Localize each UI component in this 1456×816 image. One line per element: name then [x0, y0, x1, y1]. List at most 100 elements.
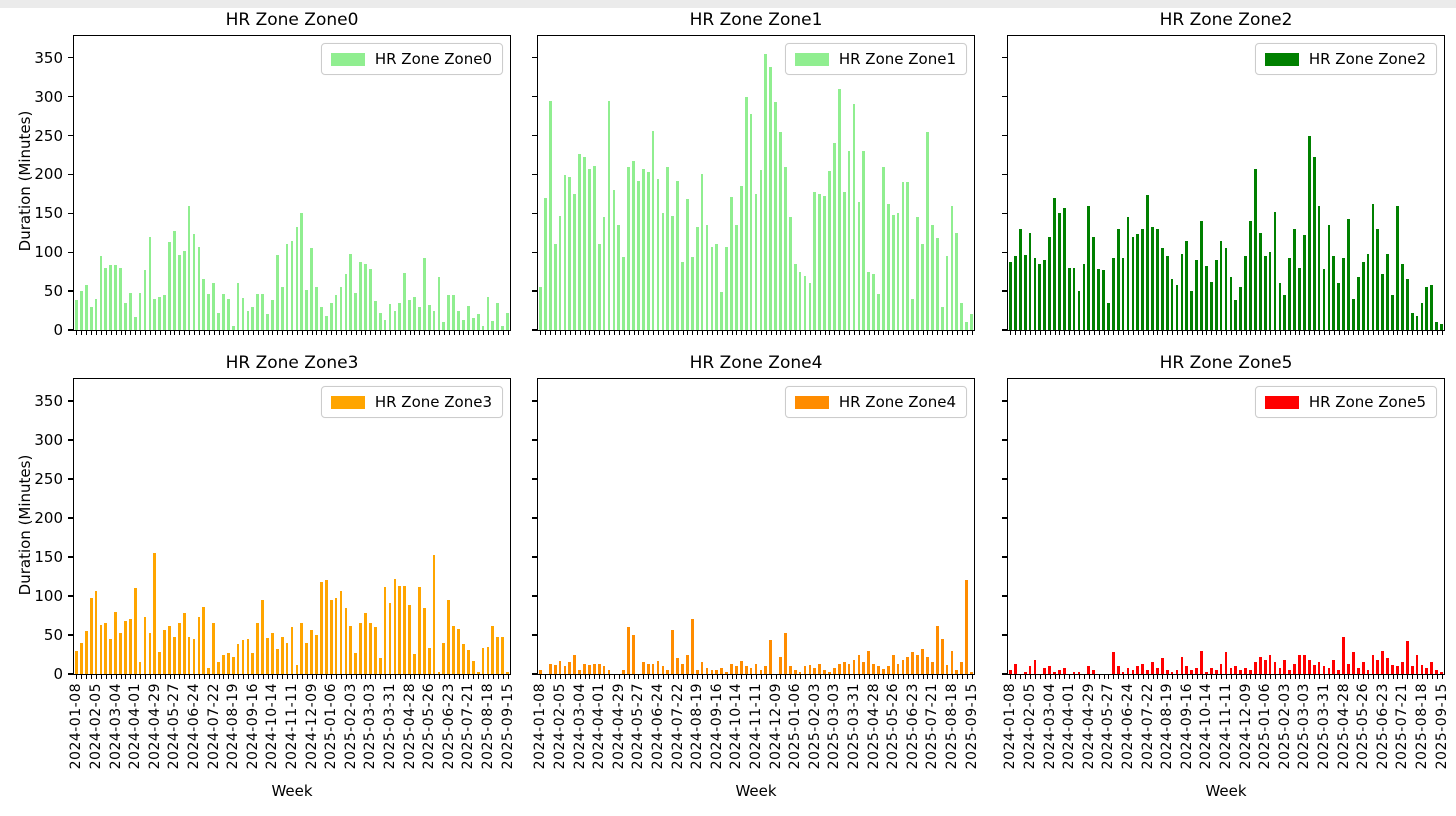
x-tick-mark	[233, 330, 235, 335]
x-tick-mark	[468, 674, 470, 679]
bar	[769, 640, 773, 674]
bar	[1209, 667, 1213, 674]
x-tick-label: 2025-02-03	[1276, 683, 1293, 770]
x-tick-mark	[711, 674, 713, 679]
x-tick-mark	[721, 330, 723, 335]
y-tick-label: 50	[43, 625, 63, 644]
x-tick-mark	[868, 330, 870, 335]
bar	[1023, 671, 1027, 674]
bar	[588, 664, 591, 674]
x-tick-mark	[81, 674, 83, 679]
bar	[906, 182, 910, 330]
bar	[676, 180, 679, 330]
x-tick-mark	[947, 330, 949, 335]
x-tick-mark	[912, 330, 914, 335]
x-tick-mark	[834, 674, 836, 679]
bar	[627, 167, 630, 330]
bar	[133, 588, 137, 674]
x-tick-label: 2024-01-08	[532, 683, 549, 770]
x-tick-mark	[741, 330, 743, 335]
bar	[1165, 670, 1169, 674]
bar	[403, 273, 407, 330]
x-tick-mark	[336, 330, 338, 335]
x-tick-mark	[96, 330, 98, 335]
bar	[413, 653, 416, 674]
bar	[744, 666, 748, 674]
x-tick-mark	[130, 330, 132, 335]
bar	[1087, 205, 1091, 330]
bar	[212, 622, 215, 674]
x-tick-mark	[424, 674, 426, 679]
x-tick-mark	[1157, 674, 1159, 679]
x-tick-mark	[1020, 674, 1022, 679]
bar	[1175, 284, 1179, 330]
x-tick-mark	[1137, 674, 1139, 679]
x-tick-mark	[159, 674, 161, 679]
x-tick-mark	[648, 330, 650, 335]
bar	[1195, 260, 1198, 330]
bar	[788, 666, 792, 674]
x-tick-label: 2025-05-26	[1355, 683, 1372, 770]
x-tick-mark	[218, 674, 220, 679]
x-tick-mark	[560, 330, 562, 335]
x-tick-mark	[1211, 674, 1213, 679]
bar	[89, 306, 93, 330]
x-tick-mark	[770, 674, 772, 679]
x-tick-mark	[550, 674, 552, 679]
bar	[837, 88, 841, 330]
bar	[818, 663, 822, 674]
bar	[486, 647, 490, 674]
bar	[236, 283, 240, 330]
bar	[241, 298, 245, 330]
x-tick-mark	[1387, 674, 1389, 679]
bar	[877, 666, 880, 674]
bar	[1400, 263, 1404, 330]
bar	[823, 196, 826, 330]
bar	[1131, 670, 1135, 674]
bar	[735, 666, 738, 674]
x-tick-mark	[380, 330, 382, 335]
bar	[588, 169, 591, 330]
x-tick-mark	[555, 674, 557, 679]
x-tick-mark	[135, 674, 137, 679]
bar	[506, 672, 509, 674]
bar	[207, 667, 211, 674]
x-tick-mark	[223, 674, 225, 679]
x-tick-mark	[682, 674, 684, 679]
x-tick-mark	[579, 674, 581, 679]
x-tick-mark	[277, 330, 279, 335]
x-tick-mark	[1030, 330, 1032, 335]
y-tick-label: 350	[34, 48, 63, 67]
bar	[1165, 256, 1169, 330]
bar	[1219, 663, 1223, 674]
bar	[143, 270, 147, 330]
x-tick-mark	[819, 674, 821, 679]
x-tick-mark	[1274, 674, 1276, 679]
bar	[646, 172, 650, 330]
x-tick-mark	[1181, 674, 1183, 679]
x-tick-mark	[760, 674, 762, 679]
x-tick-mark	[961, 674, 963, 679]
bar	[1396, 205, 1399, 330]
bar	[1263, 256, 1267, 330]
x-tick-mark	[746, 674, 748, 679]
x-tick-mark	[448, 674, 450, 679]
x-tick-mark	[1142, 674, 1144, 679]
x-tick-mark	[1152, 330, 1154, 335]
bar	[690, 256, 694, 330]
bar	[177, 623, 181, 674]
legend-swatch	[1264, 52, 1299, 66]
bar	[217, 312, 220, 330]
bar	[447, 295, 451, 330]
y-tick-label: 100	[34, 243, 63, 262]
x-tick-mark	[956, 330, 958, 335]
x-tick-mark	[1235, 330, 1237, 335]
bars	[1008, 36, 1444, 330]
bar	[114, 611, 117, 674]
legend-label: HR Zone Zone0	[374, 50, 492, 68]
x-tick-mark	[1255, 674, 1257, 679]
bar	[891, 214, 895, 330]
bar	[378, 312, 382, 330]
bar	[1200, 221, 1203, 330]
bar	[695, 670, 699, 674]
